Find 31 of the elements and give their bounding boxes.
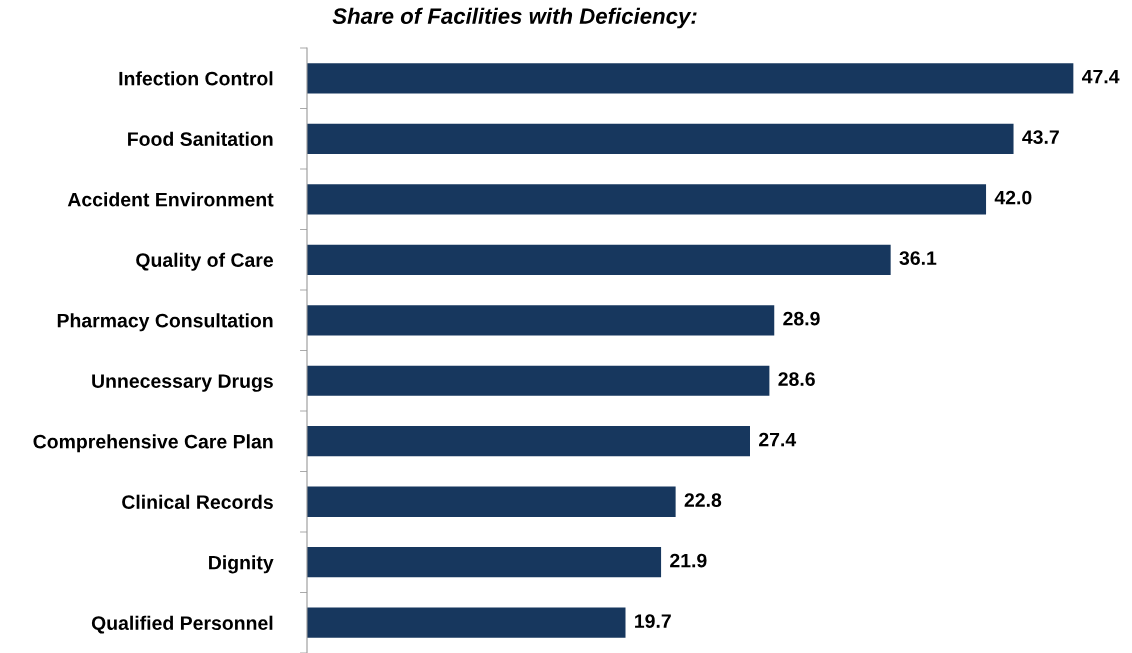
y-tick-label: Accident Environment (67, 192, 274, 207)
data-label: 47.4 (1081, 69, 1120, 84)
bar (307, 305, 775, 336)
y-tick-label: Food Sanitation (128, 131, 273, 146)
data-label: 36.1 (899, 251, 937, 265)
bar (307, 426, 750, 457)
data-label: 43.7 (1022, 130, 1059, 144)
y-tick-label: Unnecessary Drugs (92, 374, 273, 392)
data-label: 28.6 (778, 372, 815, 386)
y-tick-label: Qualified Personnel (91, 615, 273, 634)
y-tick-label: Comprehensive Care Plan (33, 434, 273, 453)
y-tick-label: Dignity (209, 555, 274, 574)
data-label: 42.0 (994, 190, 1032, 205)
bar (307, 486, 676, 517)
data-label: 21.9 (670, 553, 707, 568)
data-label: 27.4 (759, 432, 797, 447)
bar (307, 365, 770, 396)
data-label: 22.8 (684, 493, 722, 507)
chart-title: Share of Facilities with Deficiency: (332, 7, 697, 29)
bar (307, 547, 662, 578)
bar (307, 184, 987, 215)
bar (307, 607, 626, 638)
bar (307, 123, 1014, 154)
y-tick-label: Pharmacy Consultation (57, 313, 273, 332)
bar (307, 244, 891, 275)
y-tick-label: Quality of Care (136, 252, 274, 271)
bar (307, 63, 1074, 94)
data-label: 28.9 (783, 311, 820, 326)
y-tick-label: Infection Control (119, 71, 273, 86)
data-label: 19.7 (635, 614, 671, 628)
y-tick-label: Clinical Records (122, 494, 273, 509)
